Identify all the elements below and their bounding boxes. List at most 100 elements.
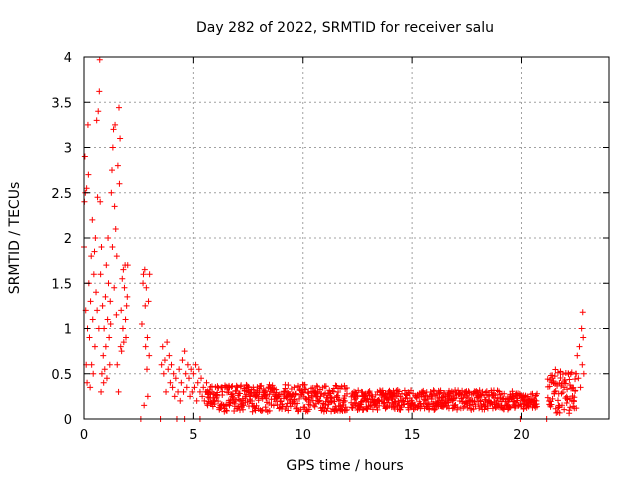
data-point (341, 398, 348, 405)
data-point (170, 370, 177, 377)
data-point (101, 366, 108, 373)
data-point (422, 397, 429, 404)
data-point (101, 325, 108, 332)
data-point (97, 271, 104, 278)
x-tick-label: 0 (80, 428, 88, 443)
y-tick-label: 1.5 (51, 277, 72, 292)
data-point (285, 407, 292, 414)
data-point (231, 400, 238, 407)
data-point (470, 406, 477, 413)
data-point (520, 397, 527, 404)
data-point (255, 397, 262, 404)
data-point (96, 88, 103, 95)
data-point (159, 343, 166, 350)
data-point (96, 56, 103, 63)
data-point (311, 403, 318, 410)
data-point (473, 388, 480, 395)
data-point (501, 390, 508, 397)
data-point (374, 406, 381, 413)
data-point (144, 366, 150, 373)
data-point (118, 348, 125, 355)
data-point (292, 391, 299, 398)
data-point (83, 185, 90, 192)
data-point (562, 380, 569, 387)
data-point (566, 376, 573, 383)
data-point (304, 389, 311, 396)
data-point (178, 379, 185, 386)
data-point (228, 383, 235, 390)
data-point (201, 397, 208, 404)
data-point (482, 389, 489, 396)
data-point (572, 388, 579, 395)
data-point (116, 180, 123, 187)
y-tick-label: 0.5 (51, 368, 72, 383)
data-point (369, 406, 376, 413)
data-point (237, 390, 244, 397)
data-point (100, 352, 107, 359)
data-point (223, 407, 230, 414)
data-point (316, 397, 323, 404)
data-point (122, 316, 129, 323)
data-point (484, 405, 491, 412)
data-point (506, 403, 513, 410)
data-point (111, 284, 118, 291)
data-point (343, 390, 350, 397)
grid (84, 57, 609, 419)
data-point (459, 387, 466, 394)
y-tick-label: 0 (64, 413, 72, 428)
data-point (563, 393, 570, 400)
data-point (105, 280, 112, 287)
data-point (430, 387, 437, 394)
data-point (412, 401, 419, 408)
data-point (390, 404, 397, 411)
data-point (116, 104, 122, 111)
data-point (397, 406, 404, 413)
data-point (524, 393, 531, 400)
data-point (266, 381, 273, 388)
data-point (338, 383, 345, 390)
data-point (277, 397, 284, 404)
data-point (163, 388, 170, 395)
data-point (568, 369, 575, 376)
data-point (375, 397, 382, 404)
data-point (142, 343, 149, 350)
data-point (292, 390, 299, 397)
data-point (277, 391, 284, 398)
data-point (115, 388, 122, 395)
data-point (199, 393, 206, 400)
y-axis-label: SRMTID / TECUs (7, 182, 23, 295)
data-point (276, 405, 283, 412)
data-point (465, 388, 472, 395)
data-point (253, 402, 260, 409)
data-point (144, 334, 151, 341)
data-point (249, 397, 256, 404)
data-point (270, 402, 277, 409)
data-point (354, 393, 361, 400)
data-point (172, 375, 179, 382)
data-point (578, 325, 585, 332)
data-point (90, 370, 97, 377)
data-point (181, 348, 188, 355)
data-point (334, 392, 341, 399)
data-point (124, 293, 131, 300)
data-point (117, 343, 124, 350)
data-point (548, 401, 555, 408)
data-point (102, 343, 109, 350)
data-point (186, 375, 192, 382)
data-point (219, 388, 226, 395)
data-point (85, 171, 92, 178)
data-point (177, 397, 184, 404)
data-point (552, 366, 559, 373)
data-point (164, 339, 171, 346)
data-point (408, 387, 415, 394)
data-point (283, 394, 290, 401)
y-tick-label: 1 (64, 323, 72, 338)
data-point (563, 400, 570, 407)
data-point (549, 372, 556, 379)
data-point (305, 406, 312, 413)
data-point (452, 394, 459, 401)
data-point (140, 271, 147, 278)
data-point (299, 389, 306, 396)
data-point (566, 410, 573, 417)
data-point (195, 366, 202, 373)
